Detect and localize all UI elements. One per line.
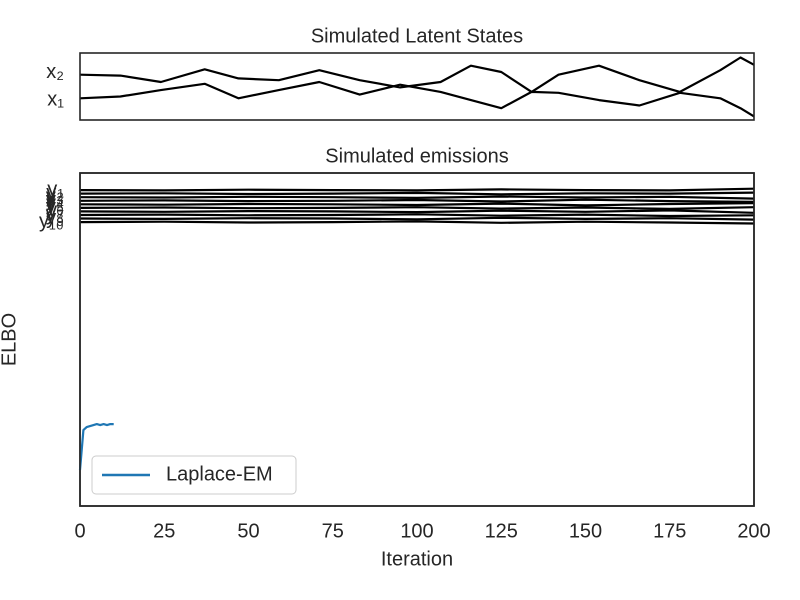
series-line xyxy=(79,206,755,210)
x-tick-label: 150 xyxy=(569,520,602,542)
y-tick-label: y₅ xyxy=(46,193,64,215)
x-tick-label: 125 xyxy=(485,520,518,542)
y-tick-label: y₆ xyxy=(46,196,64,218)
y-tick-label: y₁₀ xyxy=(39,210,64,232)
y-tick-label: y₉ xyxy=(46,207,64,229)
y-tick-label: y₈ xyxy=(46,203,64,225)
legend-label: Laplace-EM xyxy=(166,463,273,485)
series-line xyxy=(79,195,755,200)
chart-title: Simulated Latent States xyxy=(311,25,523,47)
series-line xyxy=(79,56,755,93)
axes-frame xyxy=(79,172,755,507)
y-tick-label: y₂ xyxy=(46,182,64,204)
y-tick-label: y₄ xyxy=(46,189,64,211)
series-line xyxy=(79,198,755,203)
series-line xyxy=(79,80,755,118)
y-tick-label: y₃ xyxy=(46,185,64,207)
series-line xyxy=(79,220,755,225)
y-tick-label: x₁ xyxy=(47,88,64,110)
x-tick-label: 50 xyxy=(237,520,259,542)
y-axis-label: ELBO xyxy=(0,313,20,366)
series-line xyxy=(79,213,755,218)
legend-box xyxy=(91,455,297,495)
x-axis-label: Iteration xyxy=(381,548,453,570)
x-tick-label: 100 xyxy=(400,520,433,542)
axes-frame xyxy=(79,52,755,121)
y-tick-label: y₇ xyxy=(47,200,64,222)
x-tick-label: 0 xyxy=(74,520,85,542)
series-line xyxy=(79,202,755,207)
series-line xyxy=(79,191,755,196)
series-line xyxy=(79,216,755,221)
x-tick-label: 200 xyxy=(737,520,770,542)
y-tick-label: y₁ xyxy=(47,178,64,200)
chart-title: Simulated emissions xyxy=(325,145,508,167)
series-line xyxy=(79,209,755,214)
x-tick-label: 75 xyxy=(322,520,344,542)
y-tick-label: x₂ xyxy=(46,61,64,83)
series-line xyxy=(78,423,114,471)
x-tick-label: 25 xyxy=(153,520,175,542)
x-tick-label: 175 xyxy=(653,520,686,542)
series-line xyxy=(79,187,755,192)
